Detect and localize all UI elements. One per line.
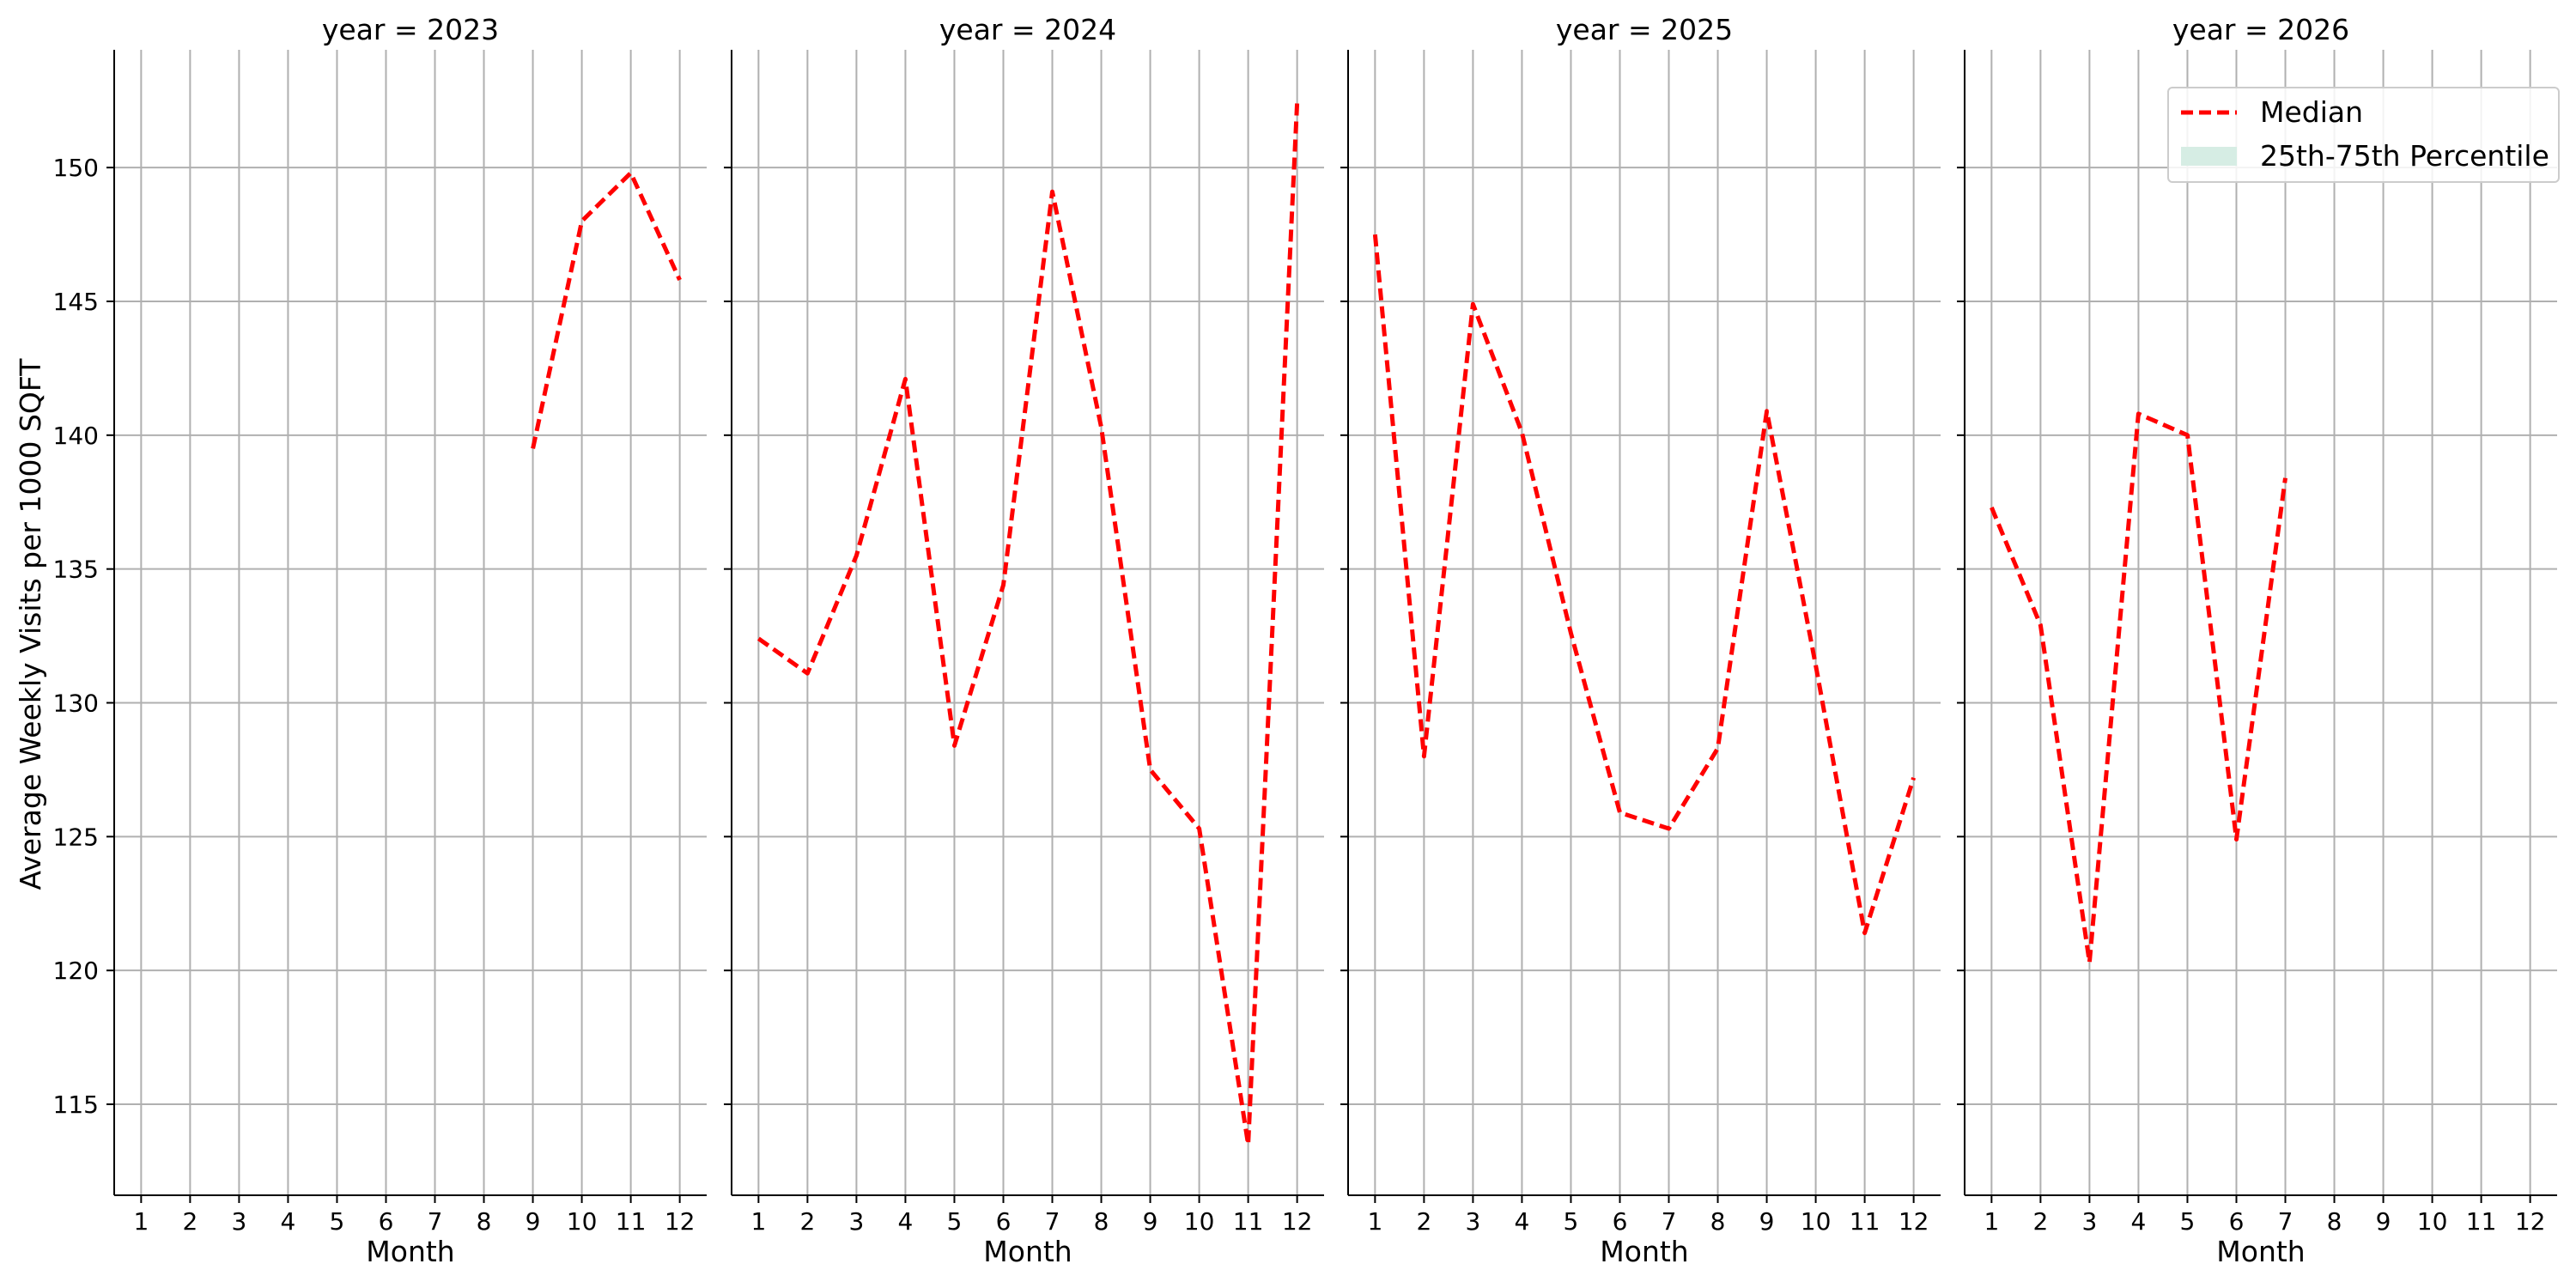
x-tick-label: 12 xyxy=(2515,1207,2546,1236)
y-tick-label: 140 xyxy=(53,422,99,450)
x-tick-label: 9 xyxy=(526,1207,541,1236)
x-tick-label: 9 xyxy=(1143,1207,1158,1236)
panel-title: year = 2024 xyxy=(939,13,1116,46)
x-tick-label: 3 xyxy=(231,1207,246,1236)
x-tick-label: 8 xyxy=(1094,1207,1109,1236)
legend: Median 25th-75th Percentile xyxy=(2167,87,2560,183)
x-tick-label: 6 xyxy=(2229,1207,2245,1236)
panel-title: year = 2023 xyxy=(322,13,499,46)
x-tick-label: 7 xyxy=(2278,1207,2293,1236)
x-tick-label: 12 xyxy=(1282,1207,1313,1236)
x-tick-label: 1 xyxy=(1367,1207,1382,1236)
x-tick-label: 9 xyxy=(1759,1207,1775,1236)
x-tick-label: 12 xyxy=(665,1207,696,1236)
x-tick-label: 4 xyxy=(1515,1207,1530,1236)
x-tick-label: 4 xyxy=(898,1207,914,1236)
median-line xyxy=(756,103,1300,1147)
x-tick-label: 3 xyxy=(848,1207,864,1236)
x-tick-label: 2 xyxy=(1416,1207,1431,1236)
panel-1: 1 2 3 4 5 6 7 8 9 10 11 12115120125130135140145150y… xyxy=(53,13,707,1268)
y-tick-label: 130 xyxy=(53,690,99,718)
x-tick-label: 4 xyxy=(2131,1207,2147,1236)
chart-panels: 1 2 3 4 5 6 7 8 9 10 11 12115120125130135140145150y… xyxy=(53,13,2557,1268)
y-tick-label: 135 xyxy=(53,556,99,584)
median-line xyxy=(1990,411,2287,965)
y-tick-label: 150 xyxy=(53,154,99,182)
x-tick-label: 1 xyxy=(133,1207,149,1236)
x-tick-label: 5 xyxy=(1564,1207,1579,1236)
x-tick-label: 1 xyxy=(1984,1207,1999,1236)
legend-frame xyxy=(2167,87,2560,183)
median-line xyxy=(1372,234,1916,936)
x-tick-label: 3 xyxy=(1465,1207,1480,1236)
x-tick-label: 10 xyxy=(567,1207,598,1236)
x-tick-label: 1 xyxy=(750,1207,766,1236)
x-tick-label: 10 xyxy=(2417,1207,2448,1236)
x-tick-label: 8 xyxy=(477,1207,492,1236)
panel-title: year = 2025 xyxy=(1556,13,1733,46)
legend-band-label: 25th-75th Percentile xyxy=(2260,139,2549,173)
x-tick-label: 7 xyxy=(1662,1207,1677,1236)
x-axis-label: Month xyxy=(983,1235,1072,1268)
x-tick-label: 11 xyxy=(1233,1207,1264,1236)
x-axis-label: Month xyxy=(366,1235,454,1268)
x-tick-label: 5 xyxy=(330,1207,345,1236)
x-axis-label: Month xyxy=(1600,1235,1688,1268)
x-tick-label: 5 xyxy=(2180,1207,2196,1236)
x-tick-label: 4 xyxy=(281,1207,296,1236)
x-tick-label: 2 xyxy=(799,1207,815,1236)
x-tick-label: 11 xyxy=(616,1207,647,1236)
x-tick-label: 6 xyxy=(379,1207,394,1236)
x-tick-label: 5 xyxy=(947,1207,963,1236)
x-tick-label: 7 xyxy=(1045,1207,1060,1236)
x-tick-label: 8 xyxy=(2327,1207,2342,1236)
x-tick-label: 12 xyxy=(1899,1207,1929,1236)
x-tick-label: 6 xyxy=(996,1207,1012,1236)
x-axis-label: Month xyxy=(2216,1235,2305,1268)
x-tick-label: 2 xyxy=(182,1207,197,1236)
y-axis-label: Average Weekly Visits per 1000 SQFT xyxy=(14,358,47,890)
x-tick-label: 9 xyxy=(2376,1207,2391,1236)
x-tick-label: 10 xyxy=(1184,1207,1215,1236)
x-tick-label: 2 xyxy=(2032,1207,2048,1236)
x-tick-label: 11 xyxy=(2466,1207,2497,1236)
y-tick-label: 115 xyxy=(53,1091,99,1119)
panel-title: year = 2026 xyxy=(2172,13,2349,46)
median-line xyxy=(531,170,682,449)
legend-median-label: Median xyxy=(2260,95,2363,129)
x-tick-label: 11 xyxy=(1850,1207,1880,1236)
x-tick-label: 6 xyxy=(1613,1207,1628,1236)
x-tick-label: 3 xyxy=(2081,1207,2097,1236)
x-tick-label: 10 xyxy=(1801,1207,1832,1236)
legend-band-swatch xyxy=(2181,147,2237,166)
y-tick-label: 120 xyxy=(53,957,99,985)
y-tick-label: 145 xyxy=(53,288,99,316)
x-tick-label: 7 xyxy=(428,1207,443,1236)
y-tick-label: 125 xyxy=(53,823,99,851)
x-tick-label: 8 xyxy=(1710,1207,1726,1236)
